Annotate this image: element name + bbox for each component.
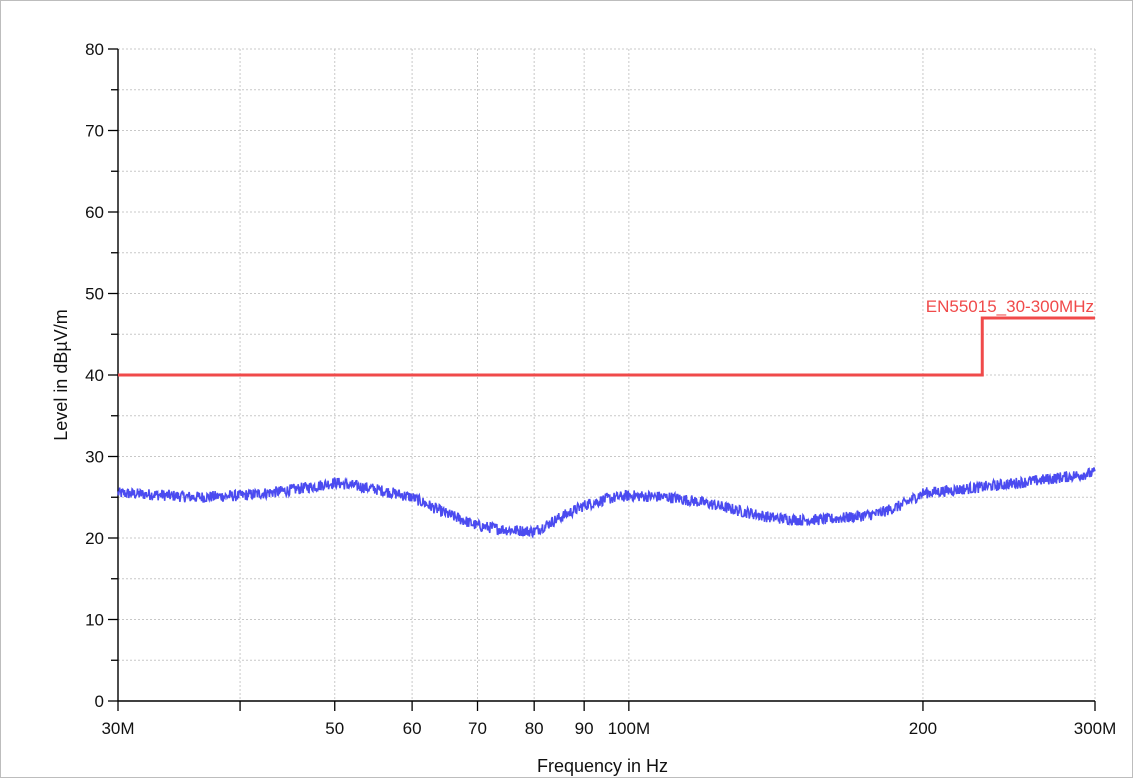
y-tick-label: 10 xyxy=(85,611,104,630)
x-tick-label: 60 xyxy=(403,719,422,738)
limit-line-label: EN55015_30-300MHz xyxy=(926,297,1094,316)
y-tick-label: 70 xyxy=(85,122,104,141)
x-tick-label: 80 xyxy=(525,719,544,738)
y-tick-label: 60 xyxy=(85,203,104,222)
x-axis-label: Frequency in Hz xyxy=(537,756,668,776)
y-tick-label: 0 xyxy=(95,692,104,711)
y-tick-label: 80 xyxy=(85,40,104,59)
x-axis-ticks: 30M 50 60 70 80 90 100M 200 300M xyxy=(101,701,1116,738)
x-tick-label: 200 xyxy=(909,719,937,738)
y-axis-label: Level in dBµV/m xyxy=(51,309,71,440)
x-tick-label: 50 xyxy=(325,719,344,738)
y-tick-label: 20 xyxy=(85,529,104,548)
x-tick-label: 100M xyxy=(608,719,651,738)
y-tick-label: 30 xyxy=(85,448,104,467)
limit-line xyxy=(118,316,1095,377)
y-tick-label: 50 xyxy=(85,285,104,304)
series-layer xyxy=(117,316,1096,540)
measurement-trace xyxy=(117,467,1096,540)
x-tick-label: 70 xyxy=(468,719,487,738)
x-tick-label: 90 xyxy=(575,719,594,738)
x-tick-label: 30M xyxy=(101,719,134,738)
y-tick-label: 40 xyxy=(85,366,104,385)
x-tick-label: 300M xyxy=(1074,719,1117,738)
y-axis-ticks: 0 10 20 30 40 50 60 70 80 xyxy=(85,40,118,711)
